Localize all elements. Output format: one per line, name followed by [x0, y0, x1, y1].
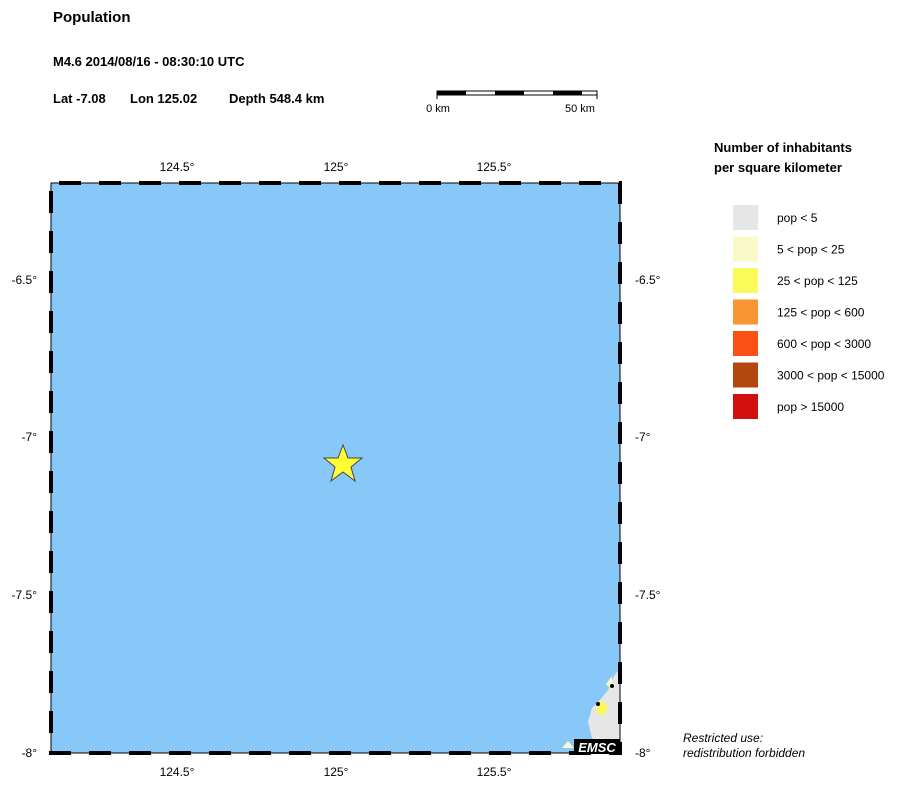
- legend-label: 25 < pop < 125: [777, 274, 858, 288]
- lat: Lat -7.08: [53, 91, 106, 106]
- note: Restricted use:: [683, 731, 763, 745]
- epicenter: [322, 443, 364, 483]
- legend-swatch: [733, 362, 758, 388]
- title: Population: [53, 9, 131, 26]
- scale-start: 0 km: [426, 103, 450, 115]
- lon-label: 125°: [324, 765, 349, 779]
- legend-swatch: [733, 205, 758, 230]
- lat-label: -6.5°: [635, 273, 661, 287]
- lat-label: -8°: [22, 746, 38, 760]
- event: M4.6 2014/08/16 - 08:30:10 UTC: [53, 54, 245, 69]
- lat-label: -7.5°: [12, 588, 38, 602]
- lon-label: 125°: [324, 160, 349, 174]
- lat-label: -7°: [22, 430, 38, 444]
- legend-label: 125 < pop < 600: [777, 306, 865, 320]
- legend: pop < 5 5 < pop < 25 25 < pop < 125 125 < p…: [733, 205, 885, 419]
- legend-title: Number of inhabitants: [714, 140, 852, 155]
- legend-label: 5 < pop < 25: [777, 243, 845, 257]
- axis-labels: 124.5° 124.5° 125° 125° 125.5° 125.5° -6.5° -6.…: [12, 160, 661, 779]
- lon-label: 124.5°: [160, 160, 195, 174]
- legend-label: 3000 < pop < 15000: [777, 369, 885, 383]
- lat-label: -7°: [635, 430, 651, 444]
- legend-swatch: [733, 268, 758, 293]
- lat-label: -7.5°: [635, 588, 661, 602]
- legend-swatch: [733, 299, 758, 325]
- legend-label: pop < 5: [777, 211, 818, 225]
- legend-swatch: [733, 331, 758, 356]
- scale-bar: 0 km 50 km: [426, 90, 598, 115]
- legend-swatch: [733, 236, 758, 262]
- scale-end: 50 km: [565, 103, 595, 115]
- legend-label: pop > 15000: [777, 400, 844, 414]
- lon-label: 125.5°: [477, 765, 512, 779]
- depth: Depth 548.4 km: [229, 91, 324, 106]
- note: redistribution forbidden: [683, 746, 805, 760]
- logo: EMSC: [578, 740, 616, 755]
- legend-title: per square kilometer: [714, 160, 842, 175]
- map: EMSC: [49, 181, 622, 755]
- lon-label: 124.5°: [160, 765, 195, 779]
- lat-label: -8°: [635, 746, 651, 760]
- lat-label: -6.5°: [12, 273, 38, 287]
- lon: Lon 125.02: [130, 91, 197, 106]
- lon-label: 125.5°: [477, 160, 512, 174]
- legend-swatch: [733, 394, 758, 419]
- logo-box: [574, 739, 620, 754]
- land: [562, 668, 620, 748]
- legend-label: 600 < pop < 3000: [777, 337, 871, 351]
